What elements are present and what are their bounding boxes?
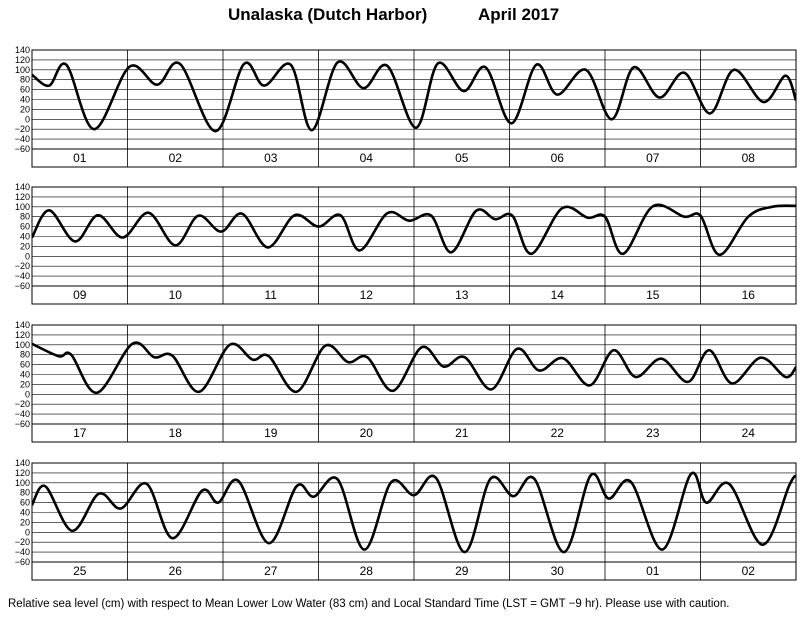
day-label: 03 bbox=[264, 151, 278, 165]
day-label: 06 bbox=[551, 151, 565, 165]
y-tick-label: 0 bbox=[25, 527, 30, 537]
day-label: 29 bbox=[455, 564, 469, 578]
y-tick-label: 140 bbox=[15, 45, 30, 55]
day-label: 13 bbox=[455, 288, 469, 302]
y-tick-label: 60 bbox=[20, 222, 30, 232]
day-label: 20 bbox=[360, 426, 374, 440]
day-label: 26 bbox=[169, 564, 183, 578]
day-label: 22 bbox=[551, 426, 565, 440]
y-tick-label: −20 bbox=[15, 124, 30, 134]
y-tick-label: 140 bbox=[15, 458, 30, 468]
y-tick-label: 0 bbox=[25, 389, 30, 399]
tide-series-line bbox=[32, 471, 796, 554]
y-tick-label: 80 bbox=[20, 488, 30, 498]
day-label: 16 bbox=[742, 288, 756, 302]
y-tick-label: −60 bbox=[15, 557, 30, 567]
y-tick-label: 100 bbox=[15, 340, 30, 350]
panel-frame bbox=[31, 324, 797, 443]
day-label: 05 bbox=[455, 151, 469, 165]
day-label: 04 bbox=[360, 151, 374, 165]
y-tick-label: 20 bbox=[20, 379, 30, 389]
panel-frame bbox=[31, 186, 797, 305]
chart-title-location: Unalaska (Dutch Harbor) bbox=[228, 5, 428, 24]
day-label: 14 bbox=[551, 288, 565, 302]
day-label: 21 bbox=[455, 426, 469, 440]
day-label: 10 bbox=[169, 288, 183, 302]
y-tick-label: −40 bbox=[15, 547, 30, 557]
y-tick-label: 20 bbox=[20, 517, 30, 527]
y-tick-label: 60 bbox=[20, 85, 30, 95]
panel-frame bbox=[31, 462, 797, 581]
y-tick-label: −20 bbox=[15, 537, 30, 547]
chart-footnote: Relative sea level (cm) with respect to … bbox=[8, 598, 730, 610]
y-tick-label: 140 bbox=[15, 320, 30, 330]
y-tick-label: 40 bbox=[20, 95, 30, 105]
day-label: 18 bbox=[169, 426, 183, 440]
day-label: 07 bbox=[646, 151, 660, 165]
day-label: 17 bbox=[73, 426, 87, 440]
tide-series-line bbox=[32, 341, 796, 395]
y-tick-label: −60 bbox=[15, 144, 30, 154]
day-label: 24 bbox=[742, 426, 756, 440]
y-tick-label: 120 bbox=[15, 468, 30, 478]
y-tick-label: 100 bbox=[15, 478, 30, 488]
y-tick-label: 20 bbox=[20, 241, 30, 251]
y-tick-label: −20 bbox=[15, 261, 30, 271]
y-tick-label: −40 bbox=[15, 134, 30, 144]
y-tick-label: −40 bbox=[15, 271, 30, 281]
y-tick-label: 40 bbox=[20, 232, 30, 242]
y-tick-label: 80 bbox=[20, 75, 30, 85]
y-tick-label: 80 bbox=[20, 350, 30, 360]
day-label: 25 bbox=[73, 564, 87, 578]
day-label: 02 bbox=[169, 151, 183, 165]
day-label: 09 bbox=[73, 288, 87, 302]
day-label: 01 bbox=[646, 564, 660, 578]
y-tick-label: −40 bbox=[15, 409, 30, 419]
y-tick-label: 120 bbox=[15, 55, 30, 65]
y-tick-label: 80 bbox=[20, 212, 30, 222]
day-label: 23 bbox=[646, 426, 660, 440]
panel-frame bbox=[31, 49, 797, 168]
y-tick-label: 100 bbox=[15, 202, 30, 212]
y-tick-label: 140 bbox=[15, 182, 30, 192]
y-tick-label: −60 bbox=[15, 419, 30, 429]
y-tick-label: 40 bbox=[20, 508, 30, 518]
tide-series-line bbox=[32, 203, 796, 257]
day-label: 28 bbox=[360, 564, 374, 578]
day-label: 02 bbox=[742, 564, 756, 578]
y-tick-label: 60 bbox=[20, 360, 30, 370]
day-label: 08 bbox=[742, 151, 756, 165]
day-label: 11 bbox=[265, 288, 278, 302]
chart-title-period: April 2017 bbox=[478, 5, 560, 24]
y-tick-label: −60 bbox=[15, 281, 30, 291]
day-label: 15 bbox=[646, 288, 660, 302]
tide-series-line bbox=[32, 60, 796, 133]
day-label: 19 bbox=[264, 426, 278, 440]
y-tick-label: 100 bbox=[15, 65, 30, 75]
y-tick-label: 60 bbox=[20, 498, 30, 508]
y-tick-label: 0 bbox=[25, 251, 30, 261]
day-label: 12 bbox=[360, 288, 374, 302]
day-label: 27 bbox=[264, 564, 278, 578]
y-tick-label: 40 bbox=[20, 370, 30, 380]
y-tick-label: −20 bbox=[15, 399, 30, 409]
day-label: 01 bbox=[73, 151, 87, 165]
y-tick-label: 20 bbox=[20, 104, 30, 114]
y-tick-label: 120 bbox=[15, 192, 30, 202]
day-label: 30 bbox=[551, 564, 565, 578]
y-tick-label: 120 bbox=[15, 330, 30, 340]
y-tick-label: 0 bbox=[25, 114, 30, 124]
